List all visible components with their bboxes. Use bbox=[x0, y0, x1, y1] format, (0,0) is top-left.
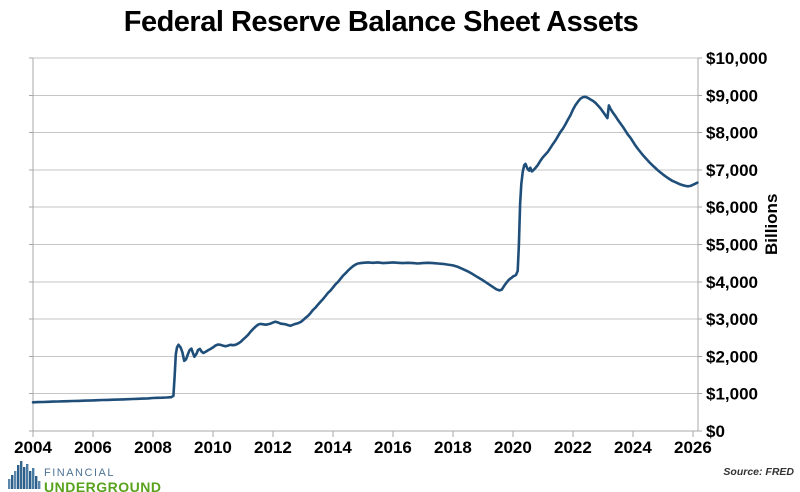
y-axis-unit-label: Billions bbox=[762, 193, 781, 255]
x-tick-label: 2016 bbox=[374, 438, 412, 457]
financial-underground-logo: FINANCIAL UNDERGROUND bbox=[8, 460, 162, 492]
skyline-bars-icon bbox=[8, 460, 41, 492]
y-tick-label: $7,000 bbox=[706, 161, 758, 180]
y-tick-label: $8,000 bbox=[706, 124, 758, 143]
source-credit: Source: FRED bbox=[723, 466, 794, 478]
y-tick-label: $2,000 bbox=[706, 347, 758, 366]
data-line-fed-assets bbox=[31, 95, 699, 404]
x-tick-label: 2022 bbox=[554, 438, 592, 457]
x-tick-label: 2020 bbox=[494, 438, 532, 457]
y-tick-label: $3,000 bbox=[706, 310, 758, 329]
x-tick-label: 2004 bbox=[14, 438, 52, 457]
y-tick-label: $9,000 bbox=[706, 86, 758, 105]
logo-text-underground: UNDERGROUND bbox=[44, 479, 162, 492]
x-tick-label: 2026 bbox=[674, 438, 712, 457]
x-tick-label: 2014 bbox=[314, 438, 352, 457]
x-tick-label: 2008 bbox=[134, 438, 172, 457]
x-tick-label: 2006 bbox=[74, 438, 112, 457]
x-tick-label: 2024 bbox=[614, 438, 652, 457]
x-tick-label: 2010 bbox=[194, 438, 232, 457]
logo-text: FINANCIAL UNDERGROUND bbox=[44, 468, 162, 492]
chart-title: Federal Reserve Balance Sheet Assets bbox=[123, 6, 639, 38]
logo-text-financial: FINANCIAL bbox=[44, 467, 115, 479]
x-tick-label: 2018 bbox=[434, 438, 472, 457]
y-tick-label: $10,000 bbox=[706, 49, 767, 68]
y-tick-label: $6,000 bbox=[706, 198, 758, 217]
y-tick-label: $0 bbox=[706, 422, 725, 441]
y-tick-label: $4,000 bbox=[706, 273, 758, 292]
y-tick-label: $5,000 bbox=[706, 236, 758, 255]
x-tick-label: 2012 bbox=[254, 438, 292, 457]
y-tick-label: $1,000 bbox=[706, 385, 758, 404]
